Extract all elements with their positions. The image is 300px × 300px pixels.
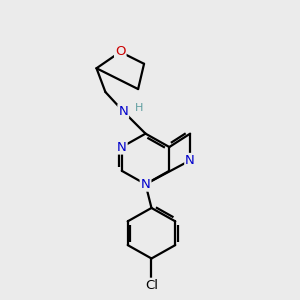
Text: N: N: [118, 105, 128, 118]
Text: Cl: Cl: [145, 279, 158, 292]
Text: N: N: [185, 154, 195, 167]
Text: N: N: [117, 140, 127, 154]
Text: H: H: [134, 103, 143, 113]
Text: O: O: [115, 45, 125, 58]
Text: N: N: [141, 178, 150, 191]
